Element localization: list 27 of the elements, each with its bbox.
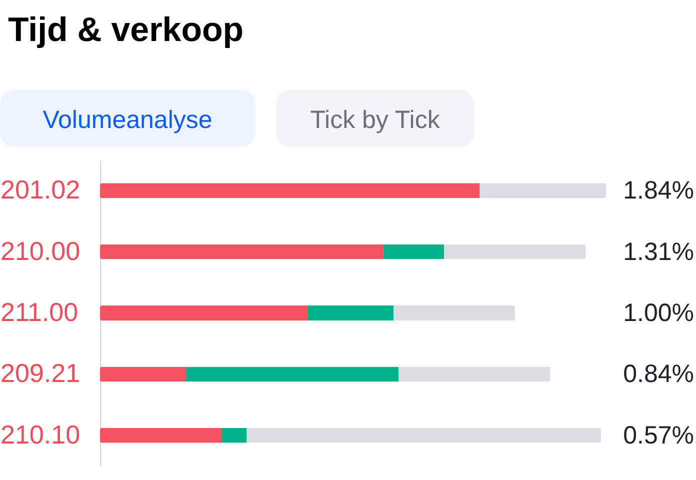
text: 0.84% [623,360,694,388]
y-tick-label: 210.10 [0,419,80,450]
bar [100,306,308,320]
text: 1.00% [623,299,694,327]
bar [100,428,222,443]
bar [246,428,601,443]
y-tick-label: 209.21 [0,358,80,388]
y-tick-label: 201.02 [0,174,80,205]
chart-title: Tijd & verkoop [8,11,244,49]
bar [480,183,606,198]
bar [100,244,384,260]
y-tick-label: 210.00 [0,236,80,266]
text: 1.31% [623,238,694,266]
y-tick-label: 211.00 [0,297,78,327]
text: Volumeanalyse [42,106,212,134]
text: 1.84% [623,176,694,205]
bar [393,306,515,320]
bar [100,183,480,198]
bar [100,366,186,382]
bar [186,366,399,382]
text: Tick by Tick [310,106,440,134]
bar [398,366,550,382]
bar [221,428,247,443]
text: 0.57% [623,421,694,450]
bar [444,244,586,260]
bar [307,306,394,320]
bar [383,244,444,260]
